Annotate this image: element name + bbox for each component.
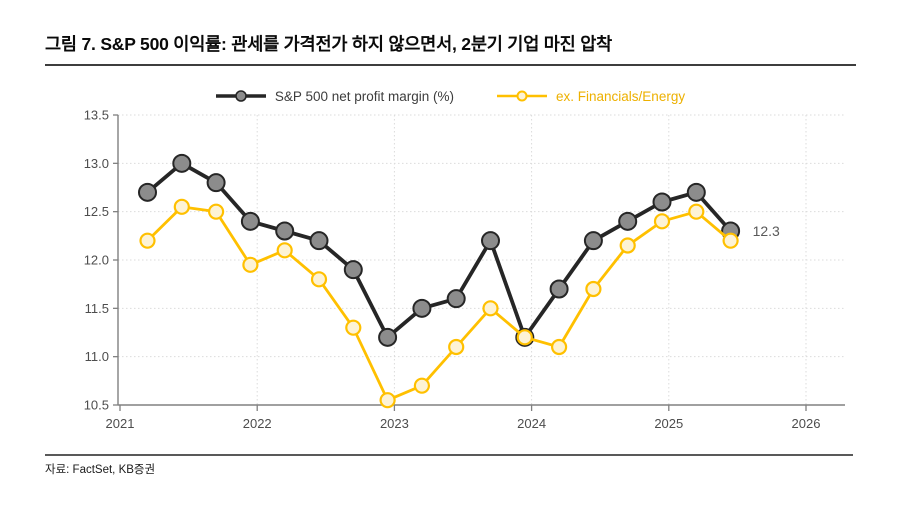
legend-marker-0 (215, 90, 266, 102)
data-point-marker (413, 377, 430, 394)
data-point-marker (482, 300, 499, 317)
x-tick-label: 2023 (380, 416, 409, 431)
data-point-marker (309, 231, 329, 251)
legend-item-1: ex. Financials/Energy (496, 89, 685, 104)
data-point-marker (173, 198, 190, 215)
data-point-marker (722, 232, 739, 249)
data-point-marker (138, 182, 157, 202)
legend-label-1: ex. Financials/Energy (556, 88, 686, 104)
data-point-marker (686, 182, 706, 202)
chart-legend: S&P 500 net profit margin (%) ex. Financi… (55, 86, 845, 106)
y-tick-label: 13.0 (84, 156, 109, 171)
data-point-marker (516, 329, 533, 346)
data-point-marker (310, 271, 328, 288)
data-point-marker (448, 338, 465, 356)
data-point-marker (412, 298, 432, 318)
data-point-marker (379, 392, 396, 409)
data-point-marker (618, 211, 638, 231)
data-point-marker (585, 280, 602, 298)
data-point-marker (619, 237, 636, 254)
title-divider (45, 64, 856, 66)
footer-divider (45, 454, 853, 456)
x-tick-label: 2021 (106, 416, 135, 431)
data-point-marker (652, 192, 672, 212)
data-point-marker (139, 232, 156, 249)
data-point-marker (343, 260, 363, 280)
x-tick-label: 2025 (654, 416, 683, 431)
legend-label-0: S&P 500 net profit margin (%) (274, 88, 455, 104)
last-value-label: 12.3 (753, 223, 780, 239)
x-tick-label: 2022 (243, 416, 272, 431)
data-point-marker (653, 213, 671, 230)
source-note: 자료: FactSet, KB증권 (45, 464, 156, 476)
x-tick-label: 2026 (792, 416, 821, 431)
y-tick-label: 12.0 (84, 253, 109, 268)
data-point-marker (240, 211, 260, 231)
y-tick-label: 10.5 (84, 398, 109, 413)
data-point-marker (242, 256, 259, 273)
y-tick-label: 12.5 (84, 204, 109, 219)
data-point-marker (481, 231, 500, 251)
series-line-0 (145, 161, 733, 340)
data-point-marker (345, 319, 362, 336)
data-point-marker (549, 279, 569, 299)
legend-item-0: S&P 500 net profit margin (%) (215, 89, 454, 104)
legend-marker-1 (497, 90, 548, 102)
y-tick-label: 11.0 (85, 349, 109, 364)
data-point-marker (378, 327, 398, 347)
data-point-marker (208, 203, 225, 220)
data-point-marker (172, 153, 192, 173)
data-point-marker (583, 231, 603, 251)
data-point-marker (275, 221, 295, 241)
data-point-marker (446, 289, 466, 309)
data-point-marker (206, 173, 226, 193)
x-tick-label: 2024 (517, 416, 546, 431)
y-tick-label: 13.5 (84, 108, 109, 123)
data-point-marker (276, 242, 293, 259)
data-point-marker (688, 203, 705, 220)
data-point-marker (550, 338, 568, 356)
y-tick-label: 11.5 (85, 301, 109, 316)
figure-title: 그림 7. S&P 500 이익률: 관세를 가격전가 하지 않으면서, 2분기… (45, 34, 613, 54)
